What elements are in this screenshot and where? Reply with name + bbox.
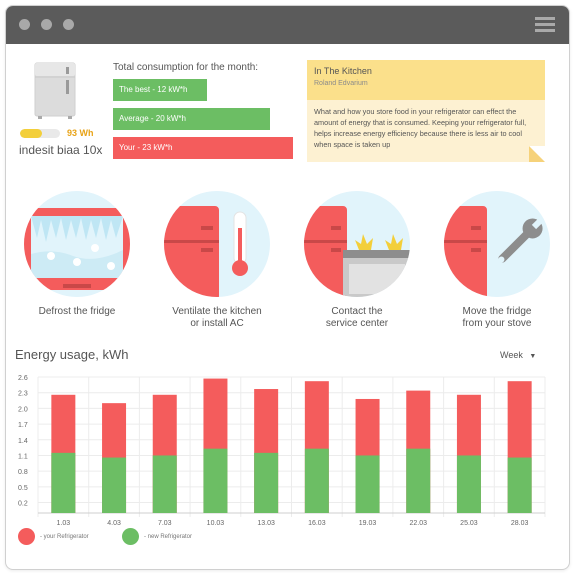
consumption-bar-average: Average - 20 kW*h	[113, 108, 270, 130]
bar-new-refrigerator	[304, 448, 329, 513]
y-tick-label: 1.7	[18, 422, 28, 429]
bar-new-refrigerator	[456, 455, 481, 513]
x-tick-label: 22.03	[409, 520, 427, 527]
article-title: In The Kitchen	[314, 66, 372, 76]
battery-text: 93 Wh	[67, 128, 94, 138]
bar-new-refrigerator	[355, 455, 380, 513]
x-tick-label: 1.03	[57, 520, 71, 527]
y-tick-label: 1.1	[18, 453, 28, 460]
tip-label: Ventilate the kitchen or install AC	[172, 306, 262, 329]
thermometer-icon	[164, 191, 270, 297]
article-body: What and how you store food in your refr…	[314, 107, 527, 149]
defrost-icon	[24, 191, 130, 297]
fridge-name: indesit biaa 10x	[19, 143, 103, 157]
consumption-bar-best: The best - 12 kW*h	[113, 79, 207, 101]
hamburger-menu-icon[interactable]	[535, 17, 555, 33]
y-tick-label: 0.5	[18, 485, 28, 492]
x-tick-label: 4.03	[107, 520, 121, 527]
x-tick-label: 28.03	[511, 520, 529, 527]
bar-new-refrigerator	[507, 457, 532, 513]
tip-label: Contact the service center	[325, 306, 389, 329]
bar-new-refrigerator	[152, 455, 177, 513]
y-tick-label: 0.8	[18, 469, 28, 476]
energy-usage-chart: 0.2 0.5 0.8 1.1 1.4 1.7 2.0 2.3 2.6 1.03 4.03 7.03 1…	[18, 375, 546, 527]
tip-label: Defrost the fridge	[38, 306, 116, 317]
article-header: In The Kitchen Roland Edvarium	[307, 60, 545, 100]
battery-indicator	[20, 129, 60, 138]
x-tick-label: 13.03	[257, 520, 275, 527]
y-tick-label: 2.0	[18, 406, 28, 413]
y-tick-label: 0.2	[18, 501, 28, 508]
legend-label: - new Refrigerator	[144, 533, 193, 540]
x-tick-label: 19.03	[359, 520, 377, 527]
consumption-panel: Total consumption for the month: The bes…	[113, 62, 303, 166]
battery-fill	[20, 129, 42, 138]
y-tick-label: 1.4	[18, 438, 28, 445]
x-tick-label: 10.03	[207, 520, 225, 527]
page-fold-icon	[529, 146, 545, 162]
x-tick-label: 16.03	[308, 520, 326, 527]
bar-new-refrigerator	[203, 448, 228, 513]
tip-label: Move the fridge from your stove	[462, 306, 532, 329]
legend-item-new: - new Refrigerator	[122, 528, 192, 545]
bar-new-refrigerator	[406, 448, 431, 513]
tip-ventilate[interactable]: Ventilate the kitchen or install AC	[152, 190, 282, 330]
legend-item-your: - your Refrigerator	[18, 528, 89, 545]
period-value: Week	[500, 350, 523, 360]
tip-move-fridge[interactable]: Move the fridge from your stove	[432, 190, 562, 330]
article-card[interactable]: In The Kitchen Roland Edvarium What and …	[307, 60, 545, 162]
consumption-title: Total consumption for the month:	[113, 62, 259, 73]
fridge-icon	[34, 62, 76, 119]
bar-new-refrigerator	[102, 457, 127, 513]
article-author: Roland Edvarium	[314, 80, 368, 87]
window-dot-icon[interactable]	[63, 19, 74, 30]
y-tick-label: 2.3	[18, 391, 28, 398]
bar-new-refrigerator	[254, 452, 279, 513]
window-dot-icon[interactable]	[41, 19, 52, 30]
window-dot-icon[interactable]	[19, 19, 30, 30]
title-bar	[6, 6, 569, 44]
legend-swatch	[122, 528, 139, 545]
stove-icon	[304, 191, 410, 297]
tip-service-center[interactable]: Contact the service center	[292, 190, 422, 330]
chevron-down-icon: ▼	[529, 353, 537, 360]
chart-title: Energy usage, kWh	[15, 347, 129, 362]
period-dropdown[interactable]: Week ▼	[500, 350, 536, 360]
legend-swatch	[18, 528, 35, 545]
tip-defrost[interactable]: Defrost the fridge	[12, 190, 142, 318]
x-tick-label: 25.03	[460, 520, 478, 527]
legend-label: - your Refrigerator	[40, 533, 89, 540]
x-tick-label: 7.03	[158, 520, 172, 527]
bar-new-refrigerator	[51, 452, 76, 513]
y-tick-label: 2.6	[18, 375, 28, 382]
wrench-icon	[444, 191, 550, 297]
consumption-bar-yours: Your - 23 kW*h	[113, 137, 293, 159]
